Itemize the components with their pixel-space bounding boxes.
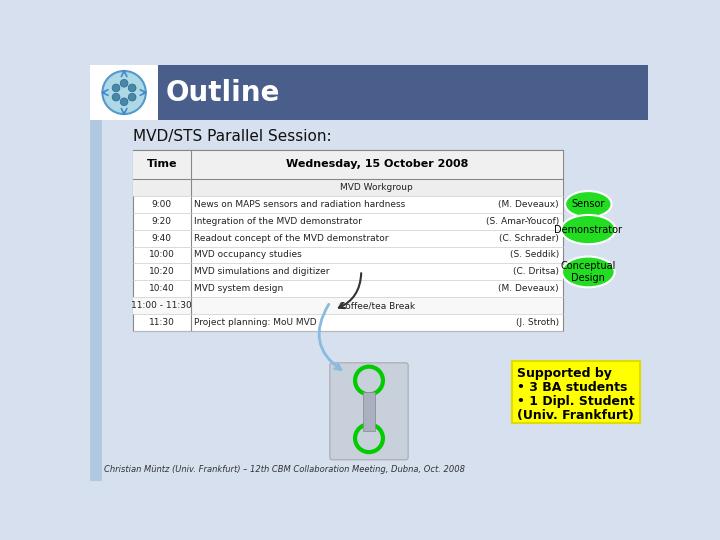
Text: MVD simulations and digitizer: MVD simulations and digitizer xyxy=(194,267,329,276)
Text: Outline: Outline xyxy=(166,78,280,106)
Ellipse shape xyxy=(561,215,616,244)
FancyBboxPatch shape xyxy=(102,120,648,481)
Text: (S. Amar-Youcof): (S. Amar-Youcof) xyxy=(485,217,559,226)
Text: Demonstrator: Demonstrator xyxy=(554,225,622,234)
FancyBboxPatch shape xyxy=(330,363,408,460)
Circle shape xyxy=(112,84,120,92)
FancyBboxPatch shape xyxy=(132,298,563,314)
Text: MVD/STS Parallel Session:: MVD/STS Parallel Session: xyxy=(132,129,331,144)
Text: 10:00: 10:00 xyxy=(149,251,175,260)
FancyBboxPatch shape xyxy=(90,120,102,481)
Text: 9:40: 9:40 xyxy=(152,233,171,242)
Text: 10:20: 10:20 xyxy=(149,267,174,276)
Text: 11:00 - 11:30: 11:00 - 11:30 xyxy=(131,301,192,310)
FancyBboxPatch shape xyxy=(513,361,640,423)
Text: 9:20: 9:20 xyxy=(152,217,171,226)
Text: Sensor: Sensor xyxy=(572,199,605,209)
Text: (M. Deveaux): (M. Deveaux) xyxy=(498,200,559,208)
FancyBboxPatch shape xyxy=(363,392,375,430)
Text: 9:00: 9:00 xyxy=(152,200,172,208)
Text: Coffee/tea Break: Coffee/tea Break xyxy=(338,301,415,310)
Text: Christian Müntz (Univ. Frankfurt) – 12th CBM Collaboration Meeting, Dubna, Oct. : Christian Müntz (Univ. Frankfurt) – 12th… xyxy=(104,465,465,475)
FancyBboxPatch shape xyxy=(132,150,563,179)
Text: (C. Schrader): (C. Schrader) xyxy=(499,233,559,242)
Text: MVD system design: MVD system design xyxy=(194,285,283,293)
Circle shape xyxy=(128,93,136,101)
Circle shape xyxy=(128,84,136,92)
Text: MVD Workgroup: MVD Workgroup xyxy=(341,183,413,192)
Text: Wednesday, 15 October 2008: Wednesday, 15 October 2008 xyxy=(286,159,468,169)
Text: Readout concept of the MVD demonstrator: Readout concept of the MVD demonstrator xyxy=(194,233,388,242)
Text: News on MAPS sensors and radiation hardness: News on MAPS sensors and radiation hardn… xyxy=(194,200,405,208)
Text: Supported by: Supported by xyxy=(517,367,612,380)
Text: MVD occupancy studies: MVD occupancy studies xyxy=(194,251,302,260)
Text: Conceptual
Design: Conceptual Design xyxy=(561,261,616,283)
FancyBboxPatch shape xyxy=(132,150,563,331)
FancyBboxPatch shape xyxy=(90,65,648,120)
Text: (Univ. Frankfurt): (Univ. Frankfurt) xyxy=(517,409,634,422)
Text: Project planning: MoU MVD: Project planning: MoU MVD xyxy=(194,318,317,327)
Circle shape xyxy=(120,98,128,106)
Ellipse shape xyxy=(565,191,611,217)
Text: • 3 BA students: • 3 BA students xyxy=(517,381,627,394)
Circle shape xyxy=(120,79,128,87)
Circle shape xyxy=(102,71,145,114)
Text: (J. Stroth): (J. Stroth) xyxy=(516,318,559,327)
Text: (M. Deveaux): (M. Deveaux) xyxy=(498,285,559,293)
Text: 10:40: 10:40 xyxy=(149,285,174,293)
Ellipse shape xyxy=(562,256,615,287)
Text: Integration of the MVD demonstrator: Integration of the MVD demonstrator xyxy=(194,217,361,226)
Text: (C. Dritsa): (C. Dritsa) xyxy=(513,267,559,276)
FancyBboxPatch shape xyxy=(132,179,563,195)
Text: 11:30: 11:30 xyxy=(149,318,175,327)
Text: Time: Time xyxy=(146,159,177,169)
FancyBboxPatch shape xyxy=(90,65,158,120)
Circle shape xyxy=(112,93,120,101)
Text: (S. Seddik): (S. Seddik) xyxy=(510,251,559,260)
Text: • 1 Dipl. Student: • 1 Dipl. Student xyxy=(517,395,635,408)
